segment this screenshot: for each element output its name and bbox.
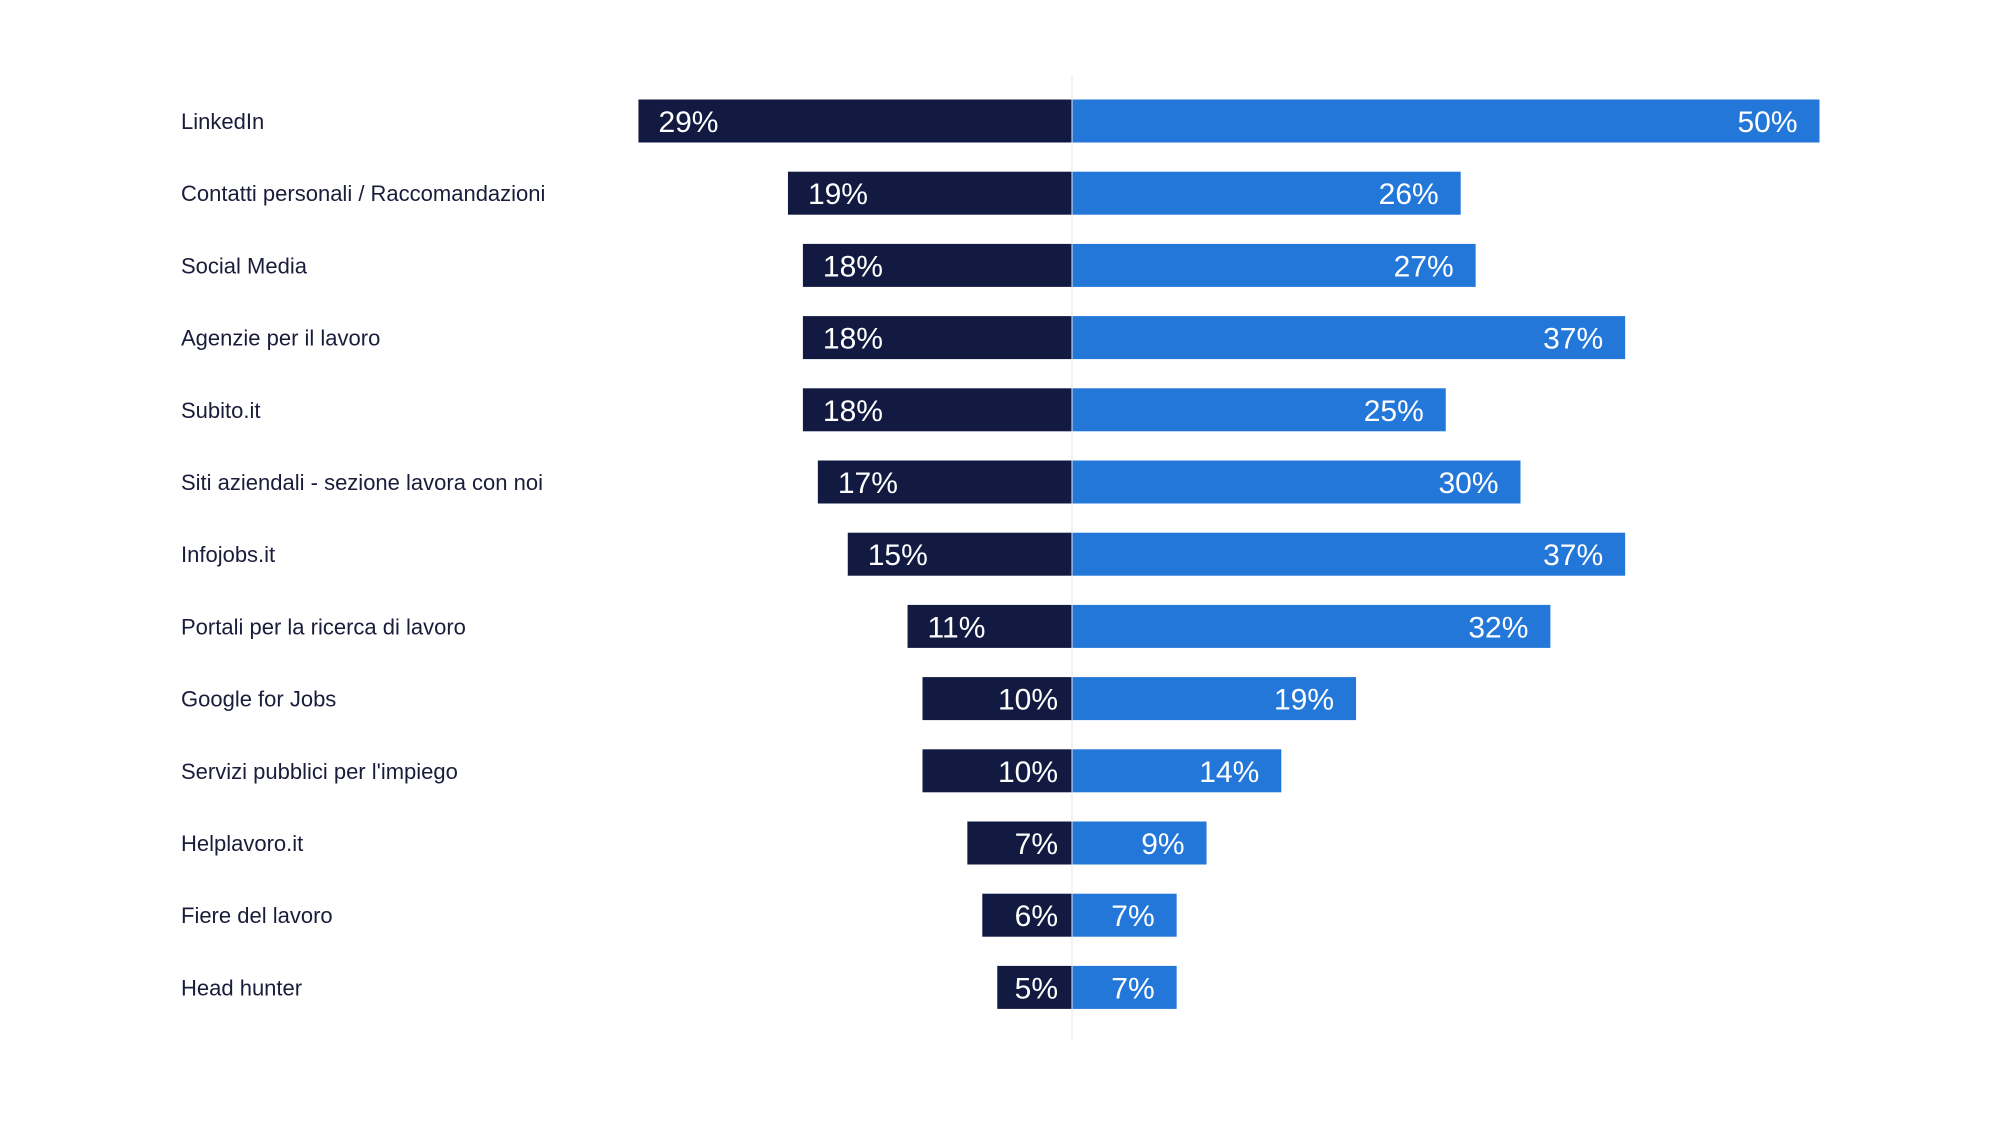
category-label: Portali per la ricerca di lavoro bbox=[181, 614, 466, 639]
bar-left-value-label: 10% bbox=[998, 756, 1058, 789]
bar-left bbox=[922, 677, 1072, 721]
bar-right bbox=[1072, 316, 1626, 360]
bar-right-value-label: 32% bbox=[1468, 611, 1528, 644]
bar-left-value-label: 19% bbox=[808, 178, 868, 211]
bar-right bbox=[1072, 749, 1282, 793]
bar-left-value-label: 5% bbox=[1015, 972, 1058, 1005]
bar-right bbox=[1072, 893, 1177, 937]
bar-left-value-label: 29% bbox=[658, 106, 718, 139]
category-label: Head hunter bbox=[181, 975, 302, 1000]
bar-left bbox=[638, 99, 1072, 143]
bar-right bbox=[1072, 171, 1461, 215]
category-labels: LinkedIn Contatti personali / Raccomandaz… bbox=[181, 109, 545, 1000]
bar-right-value-label: 27% bbox=[1394, 250, 1454, 283]
bar-right bbox=[1072, 604, 1551, 648]
bar-right bbox=[1072, 243, 1476, 287]
bar-left-value-label: 18% bbox=[823, 395, 883, 428]
category-label: Agenzie per il lavoro bbox=[181, 326, 380, 351]
bar-right-value-label: 37% bbox=[1543, 323, 1603, 356]
bar-left-value-label: 6% bbox=[1015, 900, 1058, 933]
bar-right-value-label: 50% bbox=[1737, 106, 1797, 139]
bar-right bbox=[1072, 460, 1521, 504]
bar-left bbox=[907, 604, 1072, 648]
bar-left bbox=[802, 316, 1072, 360]
bar-right-value-label: 26% bbox=[1379, 178, 1439, 211]
bar-left bbox=[967, 821, 1072, 865]
category-label: Helplavoro.it bbox=[181, 831, 303, 856]
category-label: Contatti personali / Raccomandazioni bbox=[181, 181, 545, 206]
bar-right-value-label: 37% bbox=[1543, 539, 1603, 572]
bar-right-value-label: 7% bbox=[1111, 972, 1154, 1005]
bar-left-value-label: 17% bbox=[838, 467, 898, 500]
bar-right-value-label: 14% bbox=[1199, 756, 1259, 789]
bar-left-value-label: 10% bbox=[998, 684, 1058, 717]
bar-right bbox=[1072, 965, 1177, 1009]
category-label: Servizi pubblici per l'impiego bbox=[181, 759, 458, 784]
bar-left bbox=[802, 243, 1072, 287]
bar-left bbox=[847, 532, 1072, 576]
bar-right bbox=[1072, 821, 1207, 865]
category-label: LinkedIn bbox=[181, 109, 264, 134]
category-label: Social Media bbox=[181, 253, 308, 278]
bar-left bbox=[922, 749, 1072, 793]
category-label: Infojobs.it bbox=[181, 542, 275, 567]
bar-right bbox=[1072, 388, 1446, 432]
left-series-bars: 29% 19% 18% 18% 18% 17% 15% 11% 10% 10% 7% 6% 5% bbox=[638, 99, 1072, 1009]
bar-right bbox=[1072, 99, 1820, 143]
right-series-bars: 50% 26% 27% 37% 25% 30% 37% 32% 19% 14% 9% 7% 7% bbox=[1072, 99, 1820, 1009]
bar-left bbox=[997, 965, 1072, 1009]
category-label: Google for Jobs bbox=[181, 687, 336, 712]
bar-right-value-label: 25% bbox=[1364, 395, 1424, 428]
bar-left-value-label: 15% bbox=[868, 539, 928, 572]
bar-right bbox=[1072, 677, 1357, 721]
bar-right-value-label: 7% bbox=[1111, 900, 1154, 933]
bar-left-value-label: 18% bbox=[823, 250, 883, 283]
bar-right-value-label: 30% bbox=[1438, 467, 1498, 500]
bar-left bbox=[982, 893, 1072, 937]
category-label: Subito.it bbox=[181, 398, 261, 423]
bar-left bbox=[787, 171, 1072, 215]
bar-right-value-label: 19% bbox=[1274, 684, 1334, 717]
bar-left bbox=[817, 460, 1072, 504]
bar-right bbox=[1072, 532, 1626, 576]
bar-right-value-label: 9% bbox=[1141, 828, 1184, 861]
bar-left bbox=[802, 388, 1072, 432]
bar-left-value-label: 7% bbox=[1015, 828, 1058, 861]
bar-left-value-label: 18% bbox=[823, 323, 883, 356]
category-label: Fiere del lavoro bbox=[181, 903, 333, 928]
bar-left-value-label: 11% bbox=[928, 611, 986, 644]
category-label: Siti aziendali - sezione lavora con noi bbox=[181, 470, 543, 495]
